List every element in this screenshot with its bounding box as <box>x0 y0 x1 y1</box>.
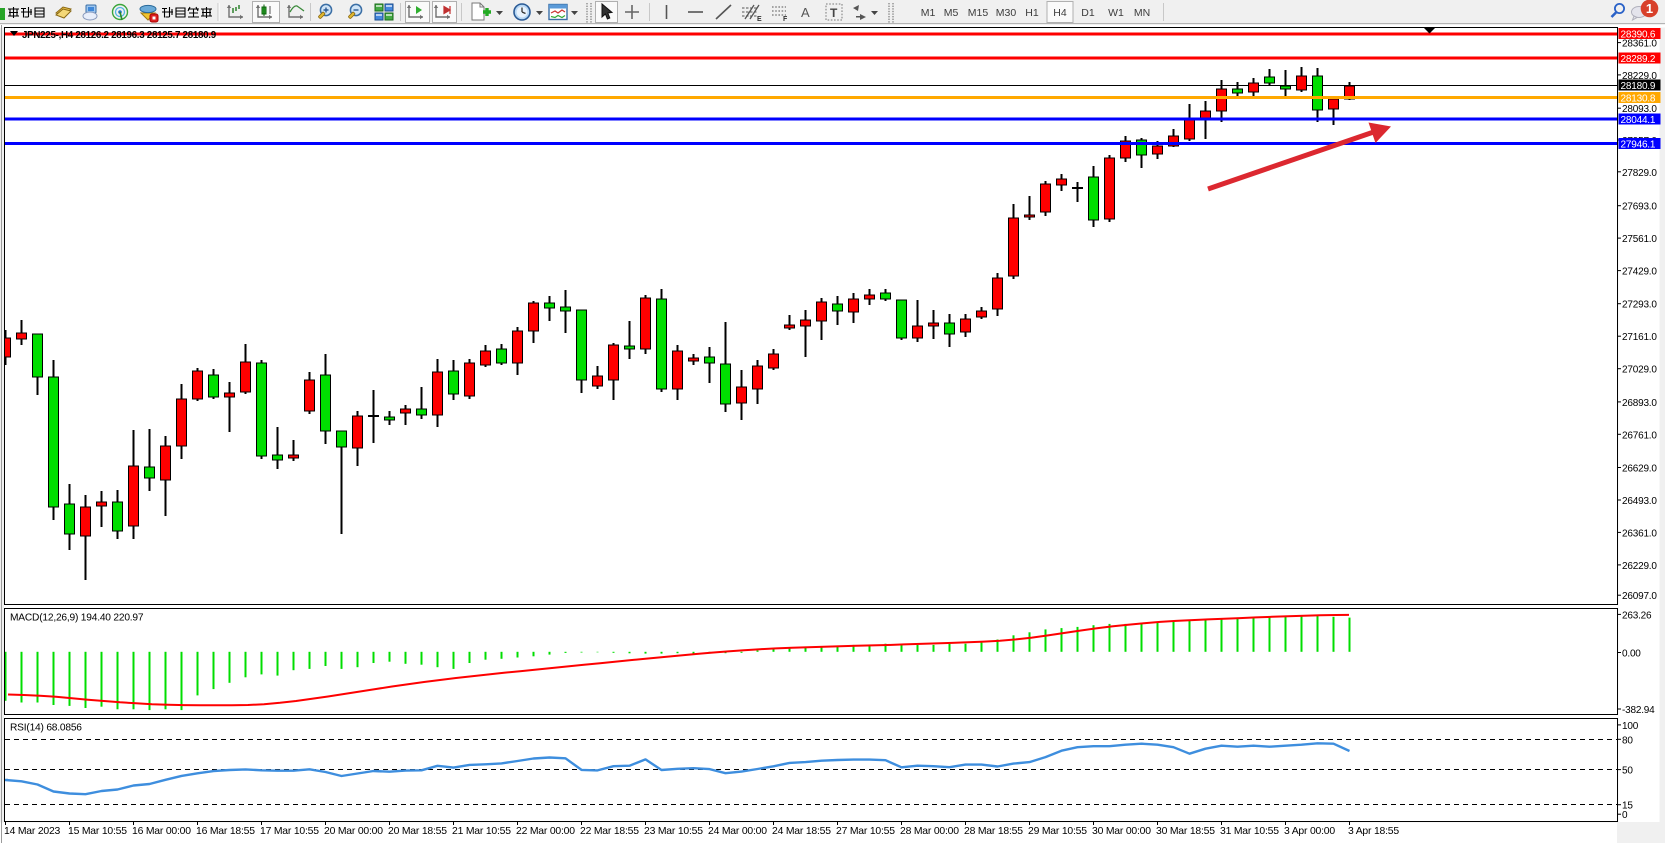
svg-text:27946.1: 27946.1 <box>1621 140 1656 151</box>
svg-text:A: A <box>801 5 810 20</box>
svg-text:27561.0: 27561.0 <box>1622 234 1657 245</box>
svg-text:27161.0: 27161.0 <box>1622 332 1657 343</box>
svg-text:27429.0: 27429.0 <box>1622 267 1657 278</box>
svg-text:22 Mar 00:00: 22 Mar 00:00 <box>516 826 575 837</box>
svg-text:80: 80 <box>1622 735 1633 746</box>
svg-text:263.26: 263.26 <box>1622 610 1652 621</box>
svg-text:26229.0: 26229.0 <box>1622 561 1657 572</box>
svg-text:27829.0: 27829.0 <box>1622 168 1657 179</box>
svg-text:D1: D1 <box>1081 7 1095 19</box>
svg-text:MACD(12,26,9) 194.40 220.97: MACD(12,26,9) 194.40 220.97 <box>10 613 144 624</box>
svg-text:30 Mar 18:55: 30 Mar 18:55 <box>1156 826 1215 837</box>
svg-text:1: 1 <box>1646 1 1653 16</box>
svg-text:15 Mar 10:55: 15 Mar 10:55 <box>68 826 127 837</box>
svg-text:14 Mar 2023: 14 Mar 2023 <box>4 826 61 837</box>
svg-text:15: 15 <box>1622 801 1633 812</box>
svg-text:3 Apr 00:00: 3 Apr 00:00 <box>1284 826 1335 837</box>
svg-text:20 Mar 18:55: 20 Mar 18:55 <box>388 826 447 837</box>
svg-text:28130.8: 28130.8 <box>1621 94 1656 105</box>
svg-text:16 Mar 00:00: 16 Mar 00:00 <box>132 826 191 837</box>
svg-text:26493.0: 26493.0 <box>1622 496 1657 507</box>
svg-text:0.00: 0.00 <box>1622 649 1641 660</box>
svg-text:RSI(14) 68.0856: RSI(14) 68.0856 <box>10 723 82 734</box>
svg-text:3 Apr 18:55: 3 Apr 18:55 <box>1348 826 1399 837</box>
svg-text:28 Mar 00:00: 28 Mar 00:00 <box>900 826 959 837</box>
svg-text:27029.0: 27029.0 <box>1622 365 1657 376</box>
svg-text:50: 50 <box>1622 766 1633 777</box>
svg-text:M30: M30 <box>996 7 1017 19</box>
svg-text:28289.2: 28289.2 <box>1621 54 1656 65</box>
svg-text:28044.1: 28044.1 <box>1621 115 1656 126</box>
svg-text:H4: H4 <box>1053 7 1067 19</box>
svg-text:26893.0: 26893.0 <box>1622 398 1657 409</box>
svg-text:F: F <box>783 16 788 23</box>
svg-text:28229.0: 28229.0 <box>1622 71 1657 82</box>
svg-text:26097.0: 26097.0 <box>1622 591 1657 602</box>
svg-text:27293.0: 27293.0 <box>1622 300 1657 311</box>
svg-text:H1: H1 <box>1025 7 1039 19</box>
svg-text:28390.6: 28390.6 <box>1621 30 1656 41</box>
svg-text:16 Mar 18:55: 16 Mar 18:55 <box>196 826 255 837</box>
svg-text:E: E <box>757 16 762 23</box>
svg-text:21 Mar 10:55: 21 Mar 10:55 <box>452 826 511 837</box>
svg-text:M5: M5 <box>944 7 959 19</box>
svg-text:20 Mar 00:00: 20 Mar 00:00 <box>324 826 383 837</box>
svg-text:28361.0: 28361.0 <box>1622 39 1657 50</box>
svg-text:23 Mar 10:55: 23 Mar 10:55 <box>644 826 703 837</box>
svg-text:-382.94: -382.94 <box>1622 705 1655 716</box>
svg-text:JPN225-,H4 28126.2 28196.3 28: JPN225-,H4 28126.2 28196.3 28125.7 28180… <box>22 30 217 41</box>
svg-text:17 Mar 10:55: 17 Mar 10:55 <box>260 826 319 837</box>
svg-text:29 Mar 10:55: 29 Mar 10:55 <box>1028 826 1087 837</box>
svg-text:26361.0: 26361.0 <box>1622 528 1657 539</box>
svg-text:28093.0: 28093.0 <box>1622 104 1657 115</box>
svg-text:W1: W1 <box>1108 7 1124 19</box>
svg-text:30 Mar 00:00: 30 Mar 00:00 <box>1092 826 1151 837</box>
svg-text:MN: MN <box>1134 7 1150 19</box>
svg-text:26761.0: 26761.0 <box>1622 430 1657 441</box>
svg-text:M15: M15 <box>968 7 989 19</box>
svg-text:27 Mar 10:55: 27 Mar 10:55 <box>836 826 895 837</box>
svg-text:24 Mar 00:00: 24 Mar 00:00 <box>708 826 767 837</box>
svg-text:100: 100 <box>1622 721 1639 732</box>
svg-text:T: T <box>830 6 838 20</box>
svg-text:28 Mar 18:55: 28 Mar 18:55 <box>964 826 1023 837</box>
svg-text:27693.0: 27693.0 <box>1622 202 1657 213</box>
svg-text:24 Mar 18:55: 24 Mar 18:55 <box>772 826 831 837</box>
svg-text:31 Mar 10:55: 31 Mar 10:55 <box>1220 826 1279 837</box>
svg-text:26629.0: 26629.0 <box>1622 464 1657 475</box>
svg-text:0: 0 <box>1622 810 1628 821</box>
svg-text:28180.9: 28180.9 <box>1621 81 1656 92</box>
svg-text:22 Mar 18:55: 22 Mar 18:55 <box>580 826 639 837</box>
svg-text:M1: M1 <box>921 7 936 19</box>
